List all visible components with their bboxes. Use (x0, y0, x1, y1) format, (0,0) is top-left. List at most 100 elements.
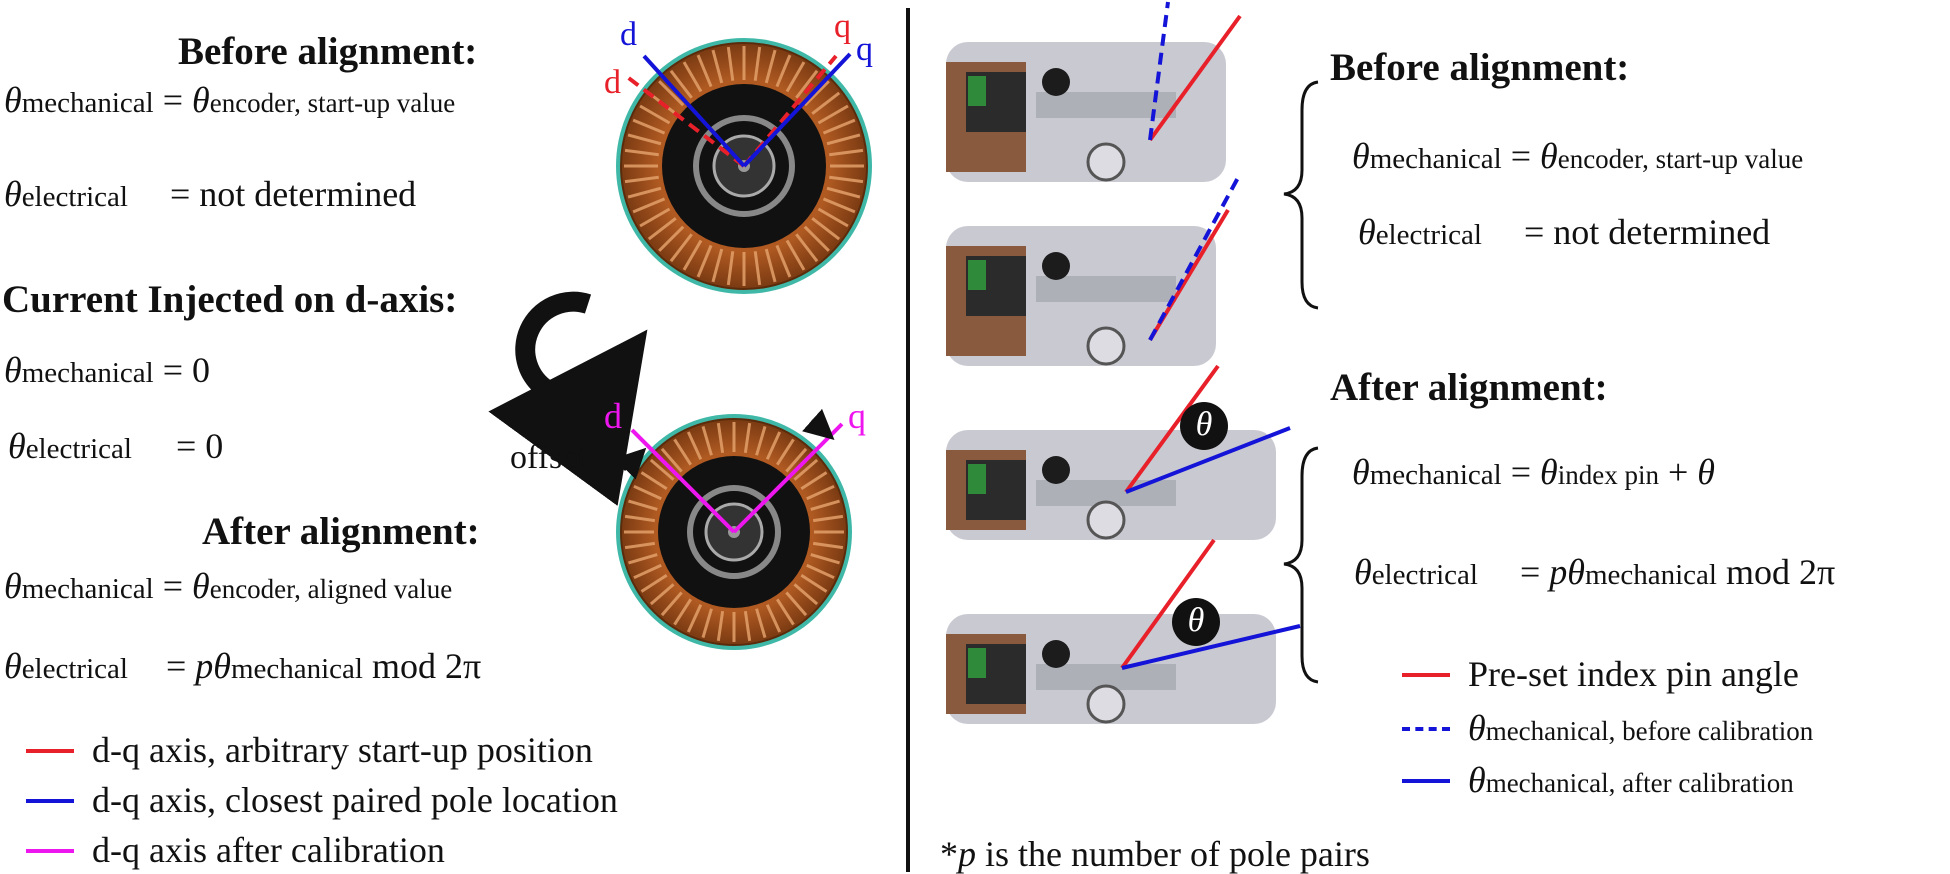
left-current-mech-eq: θmechanical = 0 (4, 350, 211, 390)
coil-stroke (764, 248, 777, 283)
coil-stroke (649, 458, 675, 481)
legend-swatch-red (26, 748, 74, 753)
coil-stroke (822, 197, 856, 214)
coil-stroke (682, 61, 703, 93)
coil-stroke (743, 610, 752, 642)
left-after-heading: After alignment: (202, 510, 480, 553)
arm-photo-2 (946, 226, 1216, 366)
right-after-mech-eq: θmechanical = θindex pin + θ (1352, 452, 1715, 492)
top-q-label-red: q (834, 8, 851, 45)
offset-arrow-right-icon (802, 408, 835, 440)
coil-stroke (775, 438, 795, 466)
bottom-d-axis (630, 428, 736, 534)
arm-photo-4 (946, 614, 1276, 724)
coil-stroke (649, 583, 675, 606)
coil-stroke (696, 54, 713, 88)
arm-photo-3 (946, 430, 1276, 540)
coil-stroke (775, 54, 792, 88)
right-before-mech-eq: θmechanical = θencoder, start-up value (1352, 136, 1804, 176)
coil-stroke (811, 217, 841, 241)
joint-shape (1086, 326, 1126, 366)
offset-arrow-left-icon (614, 447, 647, 480)
photo-angle-line-6 (1125, 426, 1291, 494)
coil-stroke (755, 426, 767, 456)
coil-stroke (765, 431, 782, 460)
coil-stroke (640, 573, 668, 593)
coil-stroke (811, 91, 841, 115)
coil-stroke (673, 438, 693, 466)
coil-stroke (658, 225, 685, 252)
coil-stroke (800, 573, 828, 593)
coil-stroke (682, 239, 703, 271)
theta-badge-2: θ (1172, 598, 1220, 646)
coil-stroke (624, 148, 659, 157)
photo-angle-line-4 (1148, 173, 1242, 341)
coil-stroke (726, 251, 735, 286)
joint-shape (1086, 142, 1126, 182)
legend-swatch-blue (26, 798, 74, 803)
coil-stroke (826, 186, 861, 199)
coil-stroke (795, 233, 819, 263)
coil-stroke (810, 553, 840, 565)
coil-stroke (696, 244, 713, 278)
legend-swatch-magenta (26, 848, 74, 853)
joint-shape (1086, 500, 1126, 540)
coil-stroke (753, 46, 762, 81)
joint-shape (1086, 684, 1126, 724)
coil-stroke (716, 610, 725, 642)
connector-shape (968, 76, 986, 106)
coil-stroke (632, 118, 666, 135)
connector-shape (968, 260, 986, 290)
right-before-elec-eq: θelectrical = not determined (1358, 212, 1771, 252)
coil-stroke (632, 197, 666, 214)
coil-stroke (775, 244, 792, 278)
coil-stroke (673, 598, 693, 626)
top-d-label-blue: d (620, 16, 637, 53)
coil-stroke (639, 207, 671, 228)
left-legend-item-blue: d-q axis, closest paired pole location (26, 782, 618, 818)
coil-stroke (829, 175, 864, 184)
coil-stroke (633, 563, 662, 580)
left-after-elec-eq: θelectrical = pθmechanical mod 2π (4, 646, 482, 686)
photo-angle-line-5 (1124, 364, 1220, 494)
coil-stroke (647, 217, 677, 241)
brace-after (1283, 446, 1319, 684)
rotation-arrow-icon (488, 291, 648, 506)
coil-stroke (817, 207, 849, 228)
coil-stroke (785, 447, 808, 473)
coil-stroke (775, 598, 795, 626)
legend-swatch-blue (1402, 778, 1450, 783)
coil-stroke (669, 233, 693, 263)
coil-stroke (764, 49, 777, 84)
brace-before (1283, 80, 1319, 310)
theta-badge-1: θ (1180, 402, 1228, 450)
coil-stroke (829, 148, 864, 157)
bottom-q-label: q (848, 396, 866, 436)
photo-angle-line-8 (1121, 624, 1301, 670)
legend-swatch-blue-dashed (1402, 726, 1450, 731)
bottom-d-label: d (604, 396, 622, 436)
coil-stroke (660, 591, 683, 617)
coil-stroke (669, 69, 693, 99)
coil-stroke (633, 484, 662, 501)
coil-stroke (711, 49, 724, 84)
right-legend-item-blue: θmechanical, after calibration (1402, 762, 1794, 798)
right-legend-item-blue-dashed: θmechanical, before calibration (1402, 710, 1813, 746)
coil-stroke (628, 553, 658, 565)
coil-stroke (755, 608, 767, 638)
offset-label: offset (510, 439, 587, 476)
coil-stroke (701, 608, 713, 638)
coil-stroke (627, 186, 662, 199)
left-current-heading: Current Injected on d-axis: (2, 278, 458, 321)
coil-stroke (806, 484, 835, 501)
coil-stroke (658, 80, 685, 107)
top-d-label-red: d (604, 64, 621, 101)
coil-stroke (785, 591, 808, 617)
coil-stroke (826, 133, 861, 146)
coil-stroke (627, 133, 662, 146)
photo-angle-line-7 (1120, 538, 1216, 670)
right-before-heading: Before alignment: (1330, 46, 1630, 89)
left-legend-item-magenta: d-q axis after calibration (26, 832, 445, 868)
